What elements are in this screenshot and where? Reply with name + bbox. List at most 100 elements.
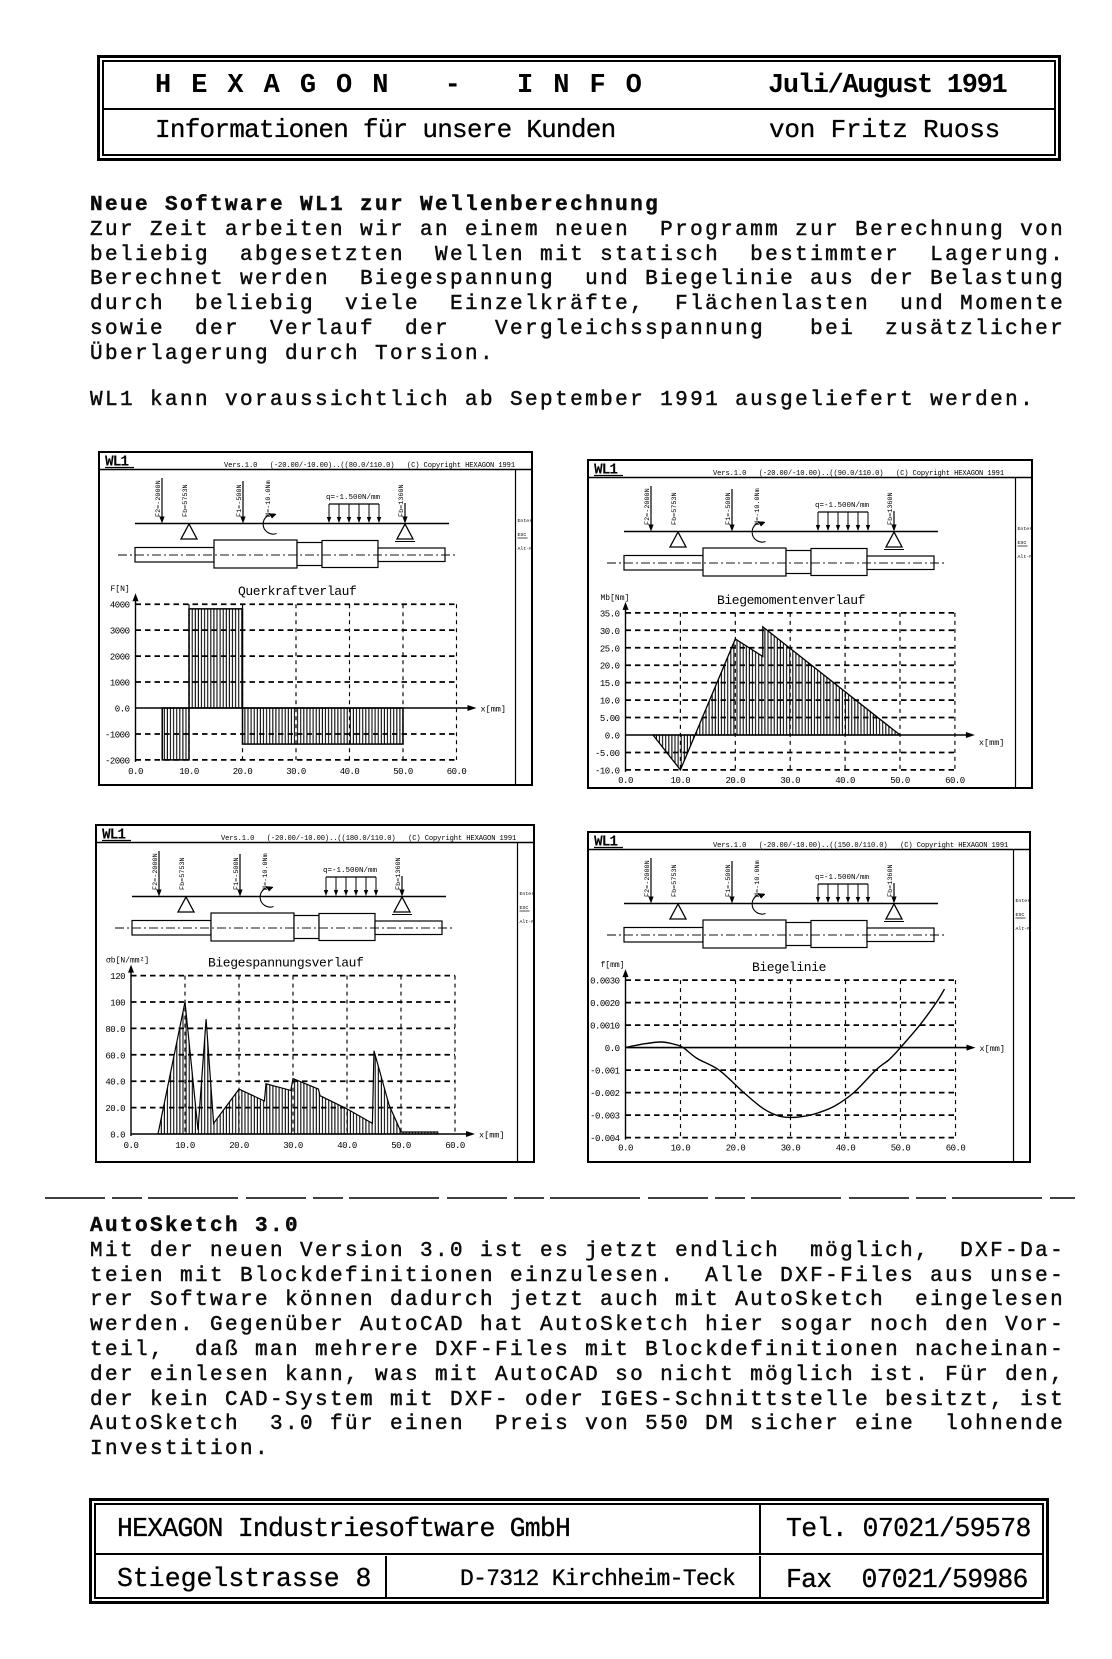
svg-text:50.0: 50.0 bbox=[391, 1141, 411, 1151]
svg-text:Enter: Enter bbox=[1018, 526, 1033, 532]
svg-text:x[mm]: x[mm] bbox=[481, 705, 507, 715]
svg-text:10.0: 10.0 bbox=[671, 1144, 691, 1154]
svg-text:5.00: 5.00 bbox=[600, 714, 620, 724]
svg-text:3000: 3000 bbox=[110, 627, 130, 637]
svg-text:F[N]: F[N] bbox=[111, 585, 130, 594]
svg-text:20.0: 20.0 bbox=[725, 776, 745, 786]
svg-text:10.0: 10.0 bbox=[600, 697, 620, 707]
svg-text:Fb=5753N: Fb=5753N bbox=[182, 484, 190, 517]
svg-text:4000: 4000 bbox=[110, 601, 130, 611]
svg-text:10.0: 10.0 bbox=[175, 1141, 195, 1151]
svg-text:ESC: ESC bbox=[1016, 912, 1025, 918]
svg-text:25.0: 25.0 bbox=[600, 644, 620, 654]
svg-text:Alt-P: Alt-P bbox=[1018, 554, 1033, 560]
svg-text:10.0: 10.0 bbox=[671, 776, 691, 786]
svg-text:Vers.1.0 (-20.00/-10.00)..((: Vers.1.0 (-20.00/-10.00)..((180.0/110.0)… bbox=[221, 835, 516, 843]
svg-text:80.0: 80.0 bbox=[105, 1025, 125, 1035]
svg-text:0.0: 0.0 bbox=[605, 732, 620, 742]
svg-text:Vers.1.0 (-20.00/-10.00)..((: Vers.1.0 (-20.00/-10.00)..((150.0/110.0)… bbox=[713, 842, 1008, 850]
svg-text:35.0: 35.0 bbox=[600, 609, 620, 619]
svg-text:30.0: 30.0 bbox=[286, 767, 306, 777]
svg-text:0.0: 0.0 bbox=[115, 705, 130, 715]
svg-text:F1=-500N: F1=-500N bbox=[233, 857, 241, 890]
svg-text:30.0: 30.0 bbox=[283, 1141, 303, 1151]
svg-text:2000: 2000 bbox=[110, 653, 130, 663]
svg-text:Fb=5753N: Fb=5753N bbox=[179, 857, 187, 890]
svg-text:30.0: 30.0 bbox=[780, 776, 800, 786]
svg-text:Vers.1.0 (-20.00/-10.00)..((: Vers.1.0 (-20.00/-10.00)..((80.0/110.0) … bbox=[224, 462, 515, 470]
svg-text:10.0: 10.0 bbox=[179, 767, 199, 777]
svg-text:50.0: 50.0 bbox=[890, 776, 910, 786]
svg-text:q=-1.500N/mm: q=-1.500N/mm bbox=[815, 502, 870, 510]
svg-text:40.0: 40.0 bbox=[105, 1078, 125, 1088]
svg-text:Enter: Enter bbox=[1016, 898, 1031, 904]
svg-text:60.0: 60.0 bbox=[946, 1144, 966, 1154]
svg-text:Enter: Enter bbox=[520, 891, 535, 897]
svg-text:60.0: 60.0 bbox=[445, 1141, 465, 1151]
svg-text:0.0010: 0.0010 bbox=[590, 1022, 620, 1032]
svg-text:Fb=5753N: Fb=5753N bbox=[671, 492, 679, 525]
svg-text:0.0020: 0.0020 bbox=[590, 999, 620, 1009]
svg-text:F2=-2000N: F2=-2000N bbox=[644, 860, 652, 897]
svg-text:20.0: 20.0 bbox=[233, 767, 253, 777]
svg-text:60.0: 60.0 bbox=[447, 767, 467, 777]
svg-text:Fb=1360N: Fb=1360N bbox=[395, 857, 403, 890]
svg-text:Mb[Nm]: Mb[Nm] bbox=[601, 594, 630, 603]
svg-text:Fb=1360N: Fb=1360N bbox=[887, 864, 895, 897]
svg-text:-0.004: -0.004 bbox=[590, 1134, 620, 1144]
svg-text:WL1: WL1 bbox=[594, 835, 618, 851]
svg-text:Biegelinie: Biegelinie bbox=[752, 960, 826, 975]
svg-text:ESC: ESC bbox=[520, 905, 529, 911]
svg-text:-1000: -1000 bbox=[105, 730, 130, 740]
svg-text:0.0030: 0.0030 bbox=[590, 977, 620, 987]
svg-text:20.0: 20.0 bbox=[600, 662, 620, 672]
svg-text:20.0: 20.0 bbox=[105, 1104, 125, 1114]
svg-text:Fb=1360N: Fb=1360N bbox=[398, 484, 406, 517]
svg-text:60.0: 60.0 bbox=[945, 776, 965, 786]
svg-text:0.0: 0.0 bbox=[110, 1131, 125, 1141]
svg-text:0.0: 0.0 bbox=[618, 1144, 633, 1154]
svg-text:q=-1.500N/mm: q=-1.500N/mm bbox=[323, 867, 378, 875]
svg-text:Alt-P: Alt-P bbox=[520, 919, 535, 925]
svg-text:WL1: WL1 bbox=[105, 455, 129, 471]
svg-text:Alt-P: Alt-P bbox=[518, 546, 533, 552]
svg-text:Fb=5753N: Fb=5753N bbox=[671, 864, 679, 897]
svg-text:-5.00: -5.00 bbox=[595, 749, 620, 759]
svg-text:M=-10.0Nm: M=-10.0Nm bbox=[754, 860, 762, 897]
svg-text:σb[N/mm²]: σb[N/mm²] bbox=[106, 957, 149, 966]
svg-text:M=-10.0Nm: M=-10.0Nm bbox=[262, 853, 270, 890]
svg-text:F1=-500N: F1=-500N bbox=[236, 484, 244, 517]
svg-text:Biegespannungsverlauf: Biegespannungsverlauf bbox=[208, 956, 363, 971]
svg-text:-10.0: -10.0 bbox=[595, 766, 620, 776]
svg-text:ESC: ESC bbox=[518, 532, 527, 538]
svg-text:Alt-P: Alt-P bbox=[1016, 926, 1031, 932]
svg-text:0.0: 0.0 bbox=[124, 1141, 139, 1151]
svg-text:120: 120 bbox=[110, 972, 125, 982]
svg-text:WL1: WL1 bbox=[102, 828, 126, 844]
svg-text:0.0: 0.0 bbox=[618, 776, 633, 786]
svg-text:Enter: Enter bbox=[518, 518, 533, 524]
svg-text:Fb=1360N: Fb=1360N bbox=[887, 492, 895, 525]
svg-text:M=-10.0Nm: M=-10.0Nm bbox=[265, 480, 273, 517]
svg-text:Biegemomentenverlauf: Biegemomentenverlauf bbox=[717, 593, 865, 608]
svg-text:15.0: 15.0 bbox=[600, 679, 620, 689]
svg-text:40.0: 40.0 bbox=[337, 1141, 357, 1151]
svg-text:x[mm]: x[mm] bbox=[479, 1131, 505, 1141]
svg-text:q=-1.500N/mm: q=-1.500N/mm bbox=[326, 494, 381, 502]
svg-text:-0.003: -0.003 bbox=[590, 1112, 620, 1122]
svg-text:M=-10.0Nm: M=-10.0Nm bbox=[754, 488, 762, 525]
svg-text:F2=-2000N: F2=-2000N bbox=[152, 853, 160, 890]
svg-text:f[mm]: f[mm] bbox=[601, 961, 625, 970]
svg-text:30.0: 30.0 bbox=[600, 627, 620, 637]
svg-text:30.0: 30.0 bbox=[781, 1144, 801, 1154]
svg-text:40.0: 40.0 bbox=[835, 776, 855, 786]
svg-text:-0.001: -0.001 bbox=[590, 1067, 620, 1077]
svg-text:-2000: -2000 bbox=[105, 756, 130, 766]
svg-text:-0.002: -0.002 bbox=[590, 1089, 620, 1099]
svg-text:1000: 1000 bbox=[110, 679, 130, 689]
svg-text:Querkraftverlauf: Querkraftverlauf bbox=[238, 584, 356, 599]
svg-text:40.0: 40.0 bbox=[340, 767, 360, 777]
svg-text:50.0: 50.0 bbox=[891, 1144, 911, 1154]
svg-text:40.0: 40.0 bbox=[836, 1144, 856, 1154]
svg-text:100: 100 bbox=[110, 999, 125, 1009]
